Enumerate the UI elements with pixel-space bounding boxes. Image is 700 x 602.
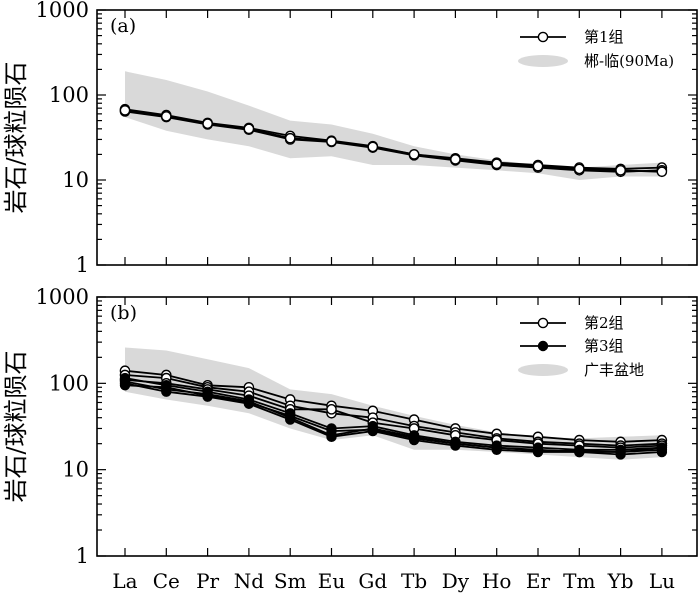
group1-series-3-point-Ce — [160, 111, 172, 122]
group1-series-3-point-La — [119, 105, 131, 116]
y-tick-label: 10 — [62, 458, 89, 482]
legend-marker-group1 — [537, 31, 549, 43]
group2-series-4-point-Ce — [161, 380, 172, 391]
x-category-label-Tb: Tb — [401, 569, 427, 593]
x-category-label-La: La — [112, 569, 137, 593]
y-tick-label: 100 — [49, 371, 89, 395]
x-category-label-Eu: Eu — [318, 569, 346, 593]
plot-frame — [96, 9, 698, 266]
y-tick-label: 1000 — [36, 285, 89, 309]
y-tick-label: 1 — [76, 253, 89, 277]
group1-series-3-point-Lu — [656, 166, 668, 178]
y-tick-label: 100 — [49, 83, 89, 107]
y-tick-label: 10 — [62, 168, 89, 192]
legend-label-group1: 第2组 — [584, 314, 624, 332]
group1-series-3-line — [124, 109, 662, 173]
x-category-label-Ce: Ce — [153, 569, 180, 593]
group2-series-4-point-Eu — [326, 423, 337, 434]
x-category-label-Sm: Sm — [274, 569, 307, 593]
y-axis-label: 岩石/球粒陨石 — [2, 350, 30, 502]
panel-tag: (b) — [110, 302, 137, 324]
group1-series-3-point-Gd — [367, 141, 379, 153]
group1-series-3-point-Dy — [450, 154, 461, 165]
x-category-label-Lu: Lu — [649, 569, 675, 593]
group2-series-4-point-Tb — [408, 430, 420, 441]
group2-series-4-point-Ho — [491, 440, 502, 451]
x-category-label-Tm: Tm — [563, 569, 595, 593]
x-category-label-Er: Er — [526, 569, 551, 593]
group2-series-4-line — [124, 377, 662, 451]
group1-series-3-point-Eu — [326, 404, 337, 415]
group1-series-3-point-Yb — [615, 165, 626, 176]
group2-series-4-point-Gd — [367, 420, 378, 432]
group2-series-4-point-Nd — [243, 394, 255, 405]
x-category-label-Gd: Gd — [358, 569, 387, 593]
legend-label-group2: 第3组 — [584, 337, 624, 355]
group1-series-3-point-Er — [532, 160, 544, 172]
group1-series-2-line — [124, 374, 662, 447]
legend-marker-group1 — [537, 317, 549, 329]
y-axis-label: 岩石/球粒陨石 — [2, 61, 30, 213]
group2-series-3-line — [124, 384, 662, 453]
legend-marker-group2 — [537, 340, 549, 352]
group1-series-3-point-Nd — [243, 123, 255, 135]
group1-series-3-line — [124, 378, 662, 449]
panel-tag: (a) — [110, 15, 136, 37]
x-category-label-Pr: Pr — [196, 569, 219, 593]
group1-series-3-point-Tb — [408, 149, 420, 160]
group1-series-3-point-Tm — [574, 163, 585, 175]
legend-label-band: 广丰盆地 — [584, 361, 644, 379]
legend-band-swatch — [518, 364, 568, 376]
plot-frame — [96, 296, 698, 557]
group2-series-4-point-La — [119, 372, 131, 384]
x-category-label-Yb: Yb — [607, 569, 634, 593]
group2-series-4-point-Pr — [202, 386, 213, 397]
group1-series-3-point-Pr — [202, 118, 213, 129]
group1-series-1-line — [124, 369, 662, 443]
group2-series-2-line — [124, 382, 662, 456]
y-tick-label: 1 — [76, 544, 89, 568]
y-tick-label: 1000 — [36, 0, 89, 22]
group1-series-3-point-Sm — [284, 132, 296, 144]
legend-label-group1: 第1组 — [584, 28, 624, 46]
legend-band-swatch — [518, 55, 568, 67]
group2-series-4-point-Sm — [285, 408, 296, 419]
group2-series-4-point-Lu — [656, 442, 668, 453]
x-category-label-Nd: Nd — [234, 569, 265, 593]
group2-series-4-point-Dy — [450, 436, 461, 448]
x-category-label-Ho: Ho — [482, 569, 511, 593]
group2-series-4-point-Tm — [574, 444, 585, 455]
group1-series-3-point-Eu — [326, 136, 337, 147]
x-category-label-Dy: Dy — [442, 569, 470, 593]
group1-series-3-point-Ho — [491, 158, 503, 170]
group2-series-4-point-Yb — [615, 444, 626, 455]
legend-label-band: 郴-临(90Ma) — [584, 52, 674, 70]
group2-series-4-point-Er — [532, 442, 544, 453]
reference-band-area — [125, 347, 662, 460]
